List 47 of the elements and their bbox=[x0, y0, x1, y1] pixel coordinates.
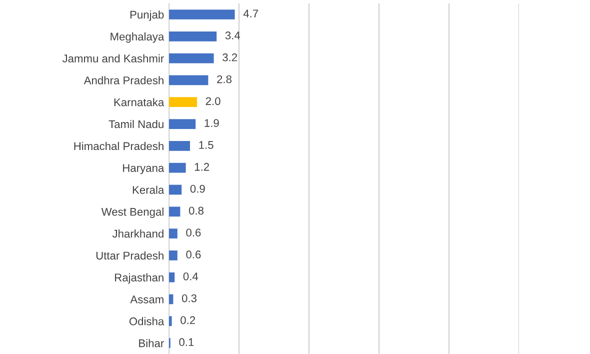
y-tick-label: Assam bbox=[130, 296, 164, 304]
y-tick-label: Jharkhand bbox=[112, 230, 164, 238]
bar bbox=[169, 250, 178, 260]
y-tick-label: Andhra Pradesh bbox=[84, 76, 164, 84]
bar bbox=[169, 10, 235, 20]
data-label: 2.0 bbox=[206, 97, 220, 106]
data-label: 0.1 bbox=[179, 338, 194, 346]
y-tick-label: Rajasthan bbox=[115, 273, 164, 284]
y-tick-label: Uttar Pradesh bbox=[96, 251, 164, 260]
bar bbox=[169, 316, 172, 326]
bar bbox=[169, 53, 214, 64]
data-label: 0.8 bbox=[188, 206, 204, 215]
bar bbox=[169, 31, 217, 42]
data-label: 0.9 bbox=[190, 184, 205, 193]
bar bbox=[169, 184, 182, 195]
data-label: 0.6 bbox=[186, 228, 201, 237]
data-label: 2.8 bbox=[217, 75, 232, 84]
bar bbox=[169, 294, 174, 304]
data-label: 1.2 bbox=[194, 162, 210, 171]
bar bbox=[169, 206, 180, 217]
data-label: 3.4 bbox=[225, 32, 240, 40]
y-tick-label: Haryana bbox=[123, 164, 164, 174]
y-tick-label: Odisha bbox=[129, 317, 164, 326]
data-label: 0.6 bbox=[186, 250, 201, 258]
y-tick-label: Karnataka bbox=[114, 98, 164, 106]
bar bbox=[169, 75, 208, 86]
y-tick-label: Himachal Pradesh bbox=[74, 142, 164, 150]
y-tick-label: Tamil Nadu bbox=[108, 120, 164, 128]
data-label: 0.4 bbox=[183, 272, 198, 280]
y-tick-label: Meghalaya bbox=[110, 32, 164, 43]
y-tick-label: West Bengal bbox=[101, 208, 164, 218]
bar bbox=[169, 272, 175, 282]
y-tick-label: Punjab bbox=[130, 10, 164, 21]
bar bbox=[169, 97, 197, 108]
bar bbox=[169, 119, 196, 129]
data-label: 3.2 bbox=[222, 53, 238, 62]
data-label: 1.9 bbox=[204, 119, 219, 127]
data-label: 0.3 bbox=[182, 294, 196, 302]
bar bbox=[169, 140, 190, 151]
y-tick-label: Kerala bbox=[132, 186, 164, 194]
data-label: 4.7 bbox=[243, 10, 258, 18]
bar bbox=[169, 228, 178, 238]
y-tick-label: Bihar bbox=[139, 339, 164, 348]
data-label: 0.2 bbox=[180, 316, 196, 324]
bar bbox=[169, 162, 186, 173]
y-tick-label: Jammu and Kashmir bbox=[62, 54, 164, 62]
data-label: 1.5 bbox=[199, 141, 214, 149]
